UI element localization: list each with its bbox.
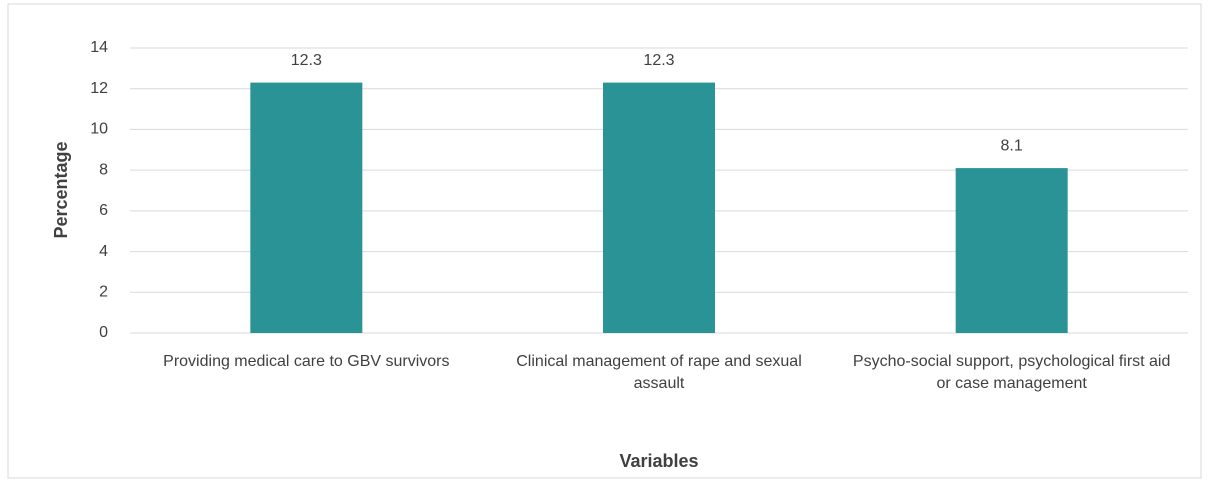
x-axis-title: Variables — [619, 451, 698, 471]
y-tick-label: 0 — [99, 324, 108, 341]
x-tick-label: Psycho-social support, psychological fir… — [852, 353, 1171, 392]
y-axis-title: Percentage — [51, 141, 71, 238]
y-tick-label: 10 — [90, 121, 108, 138]
data-label: 12.3 — [291, 52, 322, 69]
x-tick-label: Providing medical care to GBV survivors — [163, 353, 450, 370]
y-tick-label: 6 — [99, 202, 108, 219]
bar — [250, 82, 363, 333]
bar — [603, 82, 715, 333]
y-tick-label: 12 — [90, 80, 108, 97]
x-tick-label: Clinical management of rape and sexual a… — [516, 353, 802, 392]
bar — [955, 168, 1068, 333]
y-tick-label: 8 — [99, 161, 108, 178]
y-tick-label: 4 — [99, 243, 108, 260]
y-tick-label: 14 — [90, 39, 108, 56]
chart-border — [7, 3, 1202, 479]
data-label: 8.1 — [1001, 137, 1023, 154]
data-label: 12.3 — [643, 52, 674, 69]
y-tick-label: 2 — [99, 284, 108, 301]
